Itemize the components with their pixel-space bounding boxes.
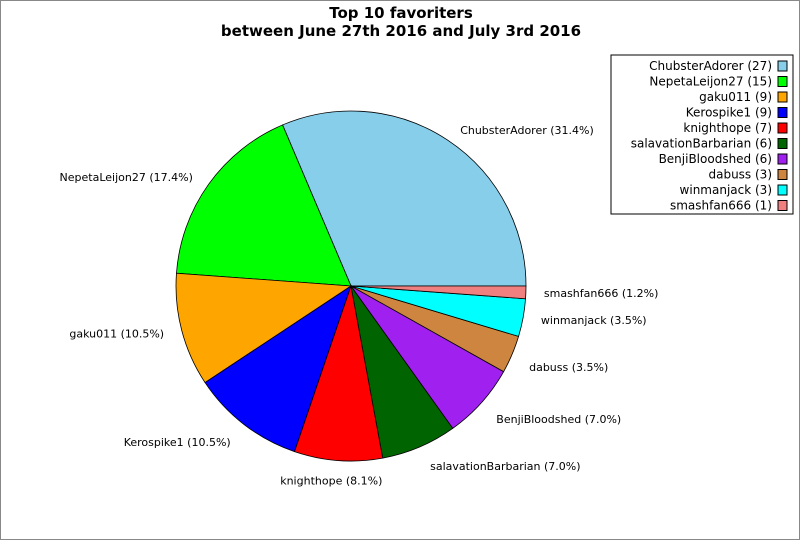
slice-label-knighthope: knighthope (8.1%) (280, 475, 382, 488)
legend-label-salavationbarbarian: salavationBarbarian (6) (631, 137, 772, 151)
pie-slice-kerospike1 (204, 285, 352, 453)
slice-label-gaku011: gaku011 (10.5%) (69, 327, 164, 340)
legend-swatch-gaku011 (777, 91, 788, 103)
pie-slice-nepetaleijon27 (176, 124, 352, 287)
slice-label-salavationbarbarian: salavationBarbarian (7.0%) (430, 460, 580, 473)
legend: ChubsterAdorer (27) NepetaLeijon27 (15)ga… (610, 54, 794, 215)
pie-slices (175, 110, 527, 462)
chart-title-line-1: Top 10 favoriters (329, 4, 473, 22)
pie-slice-knighthope (293, 284, 384, 462)
slice-label-winmanjack: winmanjack (3.5%) (541, 314, 647, 327)
legend-label-dabuss: dabuss (3) (708, 168, 772, 182)
pie-slice-smashfan666 (350, 285, 527, 300)
legend-label-knighthope: knighthope (7) (683, 121, 772, 135)
legend-swatch-benjibloodshed (777, 153, 788, 165)
legend-swatch-chubsteradorer (777, 60, 788, 72)
legend-label-winmanjack: winmanjack (3) (680, 183, 772, 197)
legend-label-nepetaleijon27: NepetaLeijon27 (15) (649, 75, 772, 89)
legend-box (610, 54, 794, 215)
legend-label-gaku011: gaku011 (9) (699, 90, 772, 104)
slice-label-smashfan666: smashfan666 (1.2%) (544, 287, 659, 300)
legend-label-smashfan666: smashfan666 (1) (670, 199, 772, 213)
pie-slice-labels: ChubsterAdorer (31.4%) NepetaLeijon27 (17… (60, 124, 659, 488)
slice-label-benjibloodshed: BenjiBloodshed (7.0%) (496, 413, 621, 426)
legend-swatch-knighthope (777, 122, 788, 134)
legend-swatch-salavationbarbarian (777, 138, 788, 149)
chart-title-line-2: between June 27th 2016 and July 3rd 2016 (221, 22, 581, 40)
slice-label-nepetaleijon27: NepetaLeijon27 (17.4%) (60, 171, 193, 184)
slice-label-kerospike1: Kerospike1 (10.5%) (124, 436, 231, 449)
legend-label-chubsteradorer: ChubsterAdorer (27) (649, 59, 772, 73)
legend-label-benjibloodshed: BenjiBloodshed (6) (659, 152, 772, 166)
legend-swatch-dabuss (777, 169, 788, 180)
legend-swatch-winmanjack (777, 184, 788, 196)
slice-label-dabuss: dabuss (3.5%) (529, 361, 608, 374)
legend-swatch-kerospike1 (777, 107, 788, 118)
legend-swatch-nepetaleijon27 (777, 76, 788, 87)
slice-label-chubsteradorer: ChubsterAdorer (31.4%) (460, 124, 594, 137)
legend-swatch-smashfan666 (777, 200, 788, 211)
pie-slice-chubsteradorer (282, 110, 527, 287)
legend-label-kerospike1: Kerospike1 (9) (686, 106, 772, 120)
pie-slice-gaku011 (175, 272, 353, 384)
